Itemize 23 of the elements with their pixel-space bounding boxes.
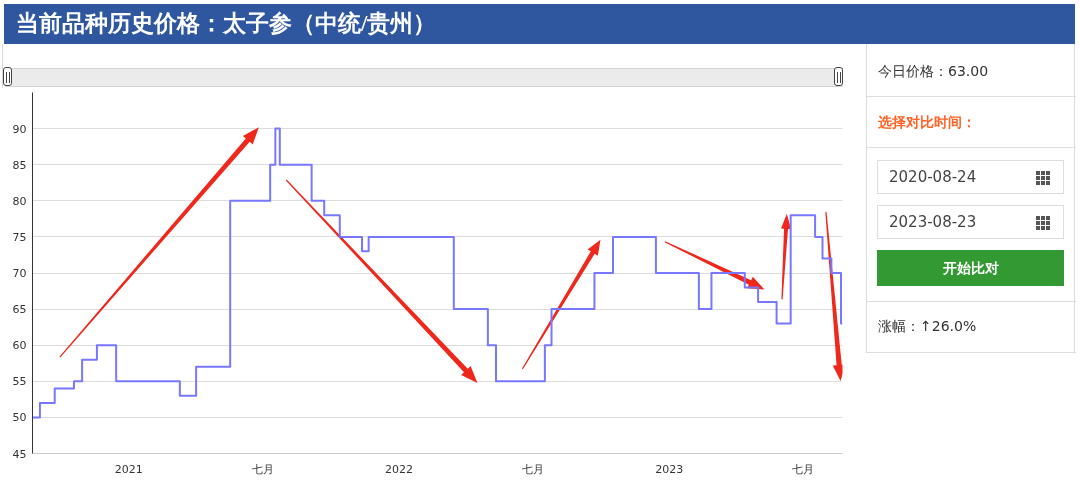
- y-tick-label: 60: [12, 339, 27, 353]
- chart-title: 当前品种历史价格：太子参（中统/贵州）: [4, 4, 1075, 44]
- text: 开始比对: [877, 250, 1064, 286]
- text: 2020-08-24: [889, 168, 977, 186]
- y-tick-label: 80: [12, 194, 27, 208]
- y-tick-label: 50: [12, 411, 27, 425]
- text: 涨幅：↑26.0%: [878, 317, 977, 336]
- x-tick-label: 七月: [251, 462, 274, 476]
- y-tick-label: 85: [12, 158, 27, 172]
- y-tick-label: 45: [12, 447, 27, 461]
- x-tick-label: 2022: [385, 462, 413, 476]
- text: 2023-08-23: [889, 213, 977, 231]
- x-tick-label: 2021: [114, 462, 143, 476]
- text: 今日价格：63.00: [878, 62, 989, 81]
- x-tick-label: 2023: [655, 462, 684, 476]
- y-tick-label: 65: [12, 303, 27, 317]
- y-tick-label: 55: [12, 375, 27, 389]
- text: 选择对比时间：: [878, 113, 976, 132]
- y-tick-label: 90: [12, 122, 27, 136]
- x-tick-label: 七月: [792, 462, 815, 476]
- y-tick-label: 70: [12, 267, 27, 280]
- y-tick-label: 75: [12, 230, 27, 244]
- x-tick-label: 七月: [522, 462, 545, 476]
